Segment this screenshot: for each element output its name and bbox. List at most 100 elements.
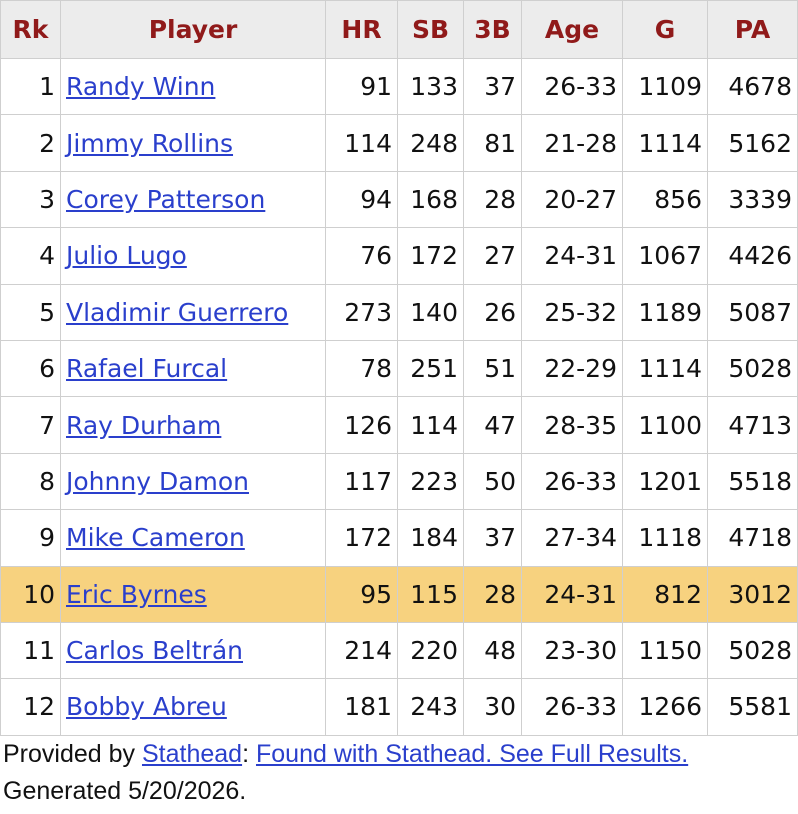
player-link[interactable]: Julio Lugo	[66, 241, 187, 271]
table-cell: 28	[463, 565, 522, 623]
source-link[interactable]: Stathead	[141, 739, 243, 768]
table-row: 6 Rafael Furcal 78 251 51 22-29 1114 5028	[0, 339, 798, 398]
table-cell: 81	[463, 114, 522, 172]
table-cell: 91	[325, 57, 398, 116]
table-cell: 27-34	[521, 509, 623, 567]
table-cell: 3012	[707, 565, 798, 623]
table-cell: 115	[397, 565, 464, 623]
player-link[interactable]: Corey Patterson	[66, 184, 266, 214]
table-cell: 4	[0, 227, 61, 285]
table-cell: 251	[397, 339, 464, 398]
table-cell: 140	[397, 283, 464, 341]
table-cell: 23-30	[521, 621, 623, 680]
player-link[interactable]: Bobby Abreu	[66, 692, 227, 722]
table-cell: 1114	[622, 114, 708, 172]
table-cell: 812	[622, 565, 708, 623]
player-cell: Eric Byrnes	[60, 565, 326, 623]
table-cell: 3	[0, 170, 61, 229]
table-cell: 9	[0, 509, 61, 567]
footer: Provided by Stathead: Found with Stathea…	[0, 736, 798, 810]
player-link[interactable]: Vladimir Guerrero	[66, 297, 289, 327]
results-link[interactable]: Found with Stathead. See Full Results.	[255, 739, 689, 768]
table-row: 5 Vladimir Guerrero 273 140 26 25-32 1189 5087	[0, 283, 798, 341]
table-header: Rk Player HR SB 3B Age G PA	[0, 0, 798, 59]
table-cell: 30	[463, 678, 522, 736]
separator: :	[242, 739, 250, 768]
table-cell: 51	[463, 339, 522, 398]
table-row: 12 Bobby Abreu 181 243 30 26-33 1266 5581	[0, 678, 798, 736]
table-row: 7 Ray Durham 126 114 47 28-35 1100 4713	[0, 396, 798, 454]
table-cell: 24-31	[521, 227, 623, 285]
table-cell: 12	[0, 678, 61, 736]
table-cell: 223	[397, 452, 464, 511]
table-cell: 8	[0, 452, 61, 511]
table-cell: 248	[397, 114, 464, 172]
table-cell: 5162	[707, 114, 798, 172]
results-table: Rk Player HR SB 3B Age G PA 1 Randy Winn 91 133 37 2…	[0, 0, 798, 736]
table-cell: 1201	[622, 452, 708, 511]
table-cell: 5581	[707, 678, 798, 736]
generated: Generated 5/20/2026.	[3, 776, 247, 805]
column-header: SB	[397, 0, 464, 59]
table-cell: 3339	[707, 170, 798, 229]
table-cell: 94	[325, 170, 398, 229]
footer-line: Provided by Stathead: Found with Stathea…	[3, 736, 798, 773]
player-link[interactable]: Johnny Damon	[66, 466, 250, 496]
player-link[interactable]: Jimmy Rollins	[66, 128, 234, 158]
table-cell: 273	[325, 283, 398, 341]
table-cell: 1109	[622, 57, 708, 116]
player-link[interactable]: Mike Cameron	[66, 523, 245, 553]
table-cell: 4713	[707, 396, 798, 454]
column-header: Age	[521, 0, 623, 59]
player-cell: Jimmy Rollins	[60, 114, 326, 172]
table-cell: 117	[325, 452, 398, 511]
table-cell: 1114	[622, 339, 708, 398]
table-cell: 76	[325, 227, 398, 285]
player-cell: Rafael Furcal	[60, 339, 326, 398]
column-header: G	[622, 0, 708, 59]
table-cell: 181	[325, 678, 398, 736]
table-row: 11 Carlos Beltrán 214 220 48 23-30 1150 5028	[0, 621, 798, 680]
player-cell: Julio Lugo	[60, 227, 326, 285]
player-cell: Vladimir Guerrero	[60, 283, 326, 341]
player-cell: Randy Winn	[60, 57, 326, 116]
player-link[interactable]: Carlos Beltrán	[66, 636, 243, 666]
table-cell: 22-29	[521, 339, 623, 398]
table-cell: 37	[463, 509, 522, 567]
player-link[interactable]: Randy Winn	[66, 72, 216, 102]
player-link[interactable]: Ray Durham	[66, 410, 222, 440]
table-cell: 24-31	[521, 565, 623, 623]
table-cell: 78	[325, 339, 398, 398]
column-header: Player	[60, 0, 326, 59]
table-cell: 50	[463, 452, 522, 511]
table-row: 10 Eric Byrnes 95 115 28 24-31 812 3012	[0, 565, 798, 623]
table-cell: 133	[397, 57, 464, 116]
table-cell: 25-32	[521, 283, 623, 341]
table-cell: 11	[0, 621, 61, 680]
player-link[interactable]: Rafael Furcal	[66, 354, 228, 384]
table-row: 4 Julio Lugo 76 172 27 24-31 1067 4426	[0, 227, 798, 285]
player-cell: Carlos Beltrán	[60, 621, 326, 680]
player-link[interactable]: Eric Byrnes	[66, 579, 207, 609]
table-cell: 37	[463, 57, 522, 116]
table-cell: 1100	[622, 396, 708, 454]
table-cell: 26-33	[521, 678, 623, 736]
table-cell: 6	[0, 339, 61, 398]
table-cell: 7	[0, 396, 61, 454]
table-cell: 21-28	[521, 114, 623, 172]
table-cell: 243	[397, 678, 464, 736]
column-header: 3B	[463, 0, 522, 59]
table-cell: 4718	[707, 509, 798, 567]
table-cell: 48	[463, 621, 522, 680]
table-cell: 168	[397, 170, 464, 229]
table-cell: 4678	[707, 57, 798, 116]
table-cell: 1266	[622, 678, 708, 736]
table-cell: 172	[325, 509, 398, 567]
table-cell: 10	[0, 565, 61, 623]
table-cell: 5	[0, 283, 61, 341]
column-header: HR	[325, 0, 398, 59]
player-cell: Mike Cameron	[60, 509, 326, 567]
table-cell: 1189	[622, 283, 708, 341]
